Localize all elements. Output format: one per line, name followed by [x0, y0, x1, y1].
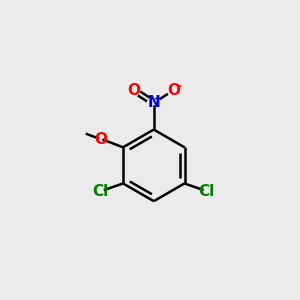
- Text: +: +: [154, 94, 162, 104]
- Text: O: O: [167, 83, 180, 98]
- Text: Cl: Cl: [93, 184, 109, 199]
- Text: -: -: [176, 80, 181, 93]
- Text: O: O: [94, 132, 107, 147]
- Text: Cl: Cl: [199, 184, 215, 199]
- Text: N: N: [147, 95, 160, 110]
- Text: O: O: [128, 83, 141, 98]
